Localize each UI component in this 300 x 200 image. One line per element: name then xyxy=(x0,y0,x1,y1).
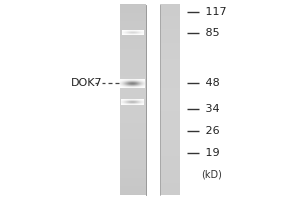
Text: 117: 117 xyxy=(202,7,227,17)
Text: 85: 85 xyxy=(202,28,220,38)
Text: 34: 34 xyxy=(202,104,220,114)
Text: DOK7: DOK7 xyxy=(71,78,103,88)
Text: 48: 48 xyxy=(202,78,220,88)
Text: (kD): (kD) xyxy=(201,169,222,179)
Text: 26: 26 xyxy=(202,126,220,136)
Text: 19: 19 xyxy=(202,148,220,158)
